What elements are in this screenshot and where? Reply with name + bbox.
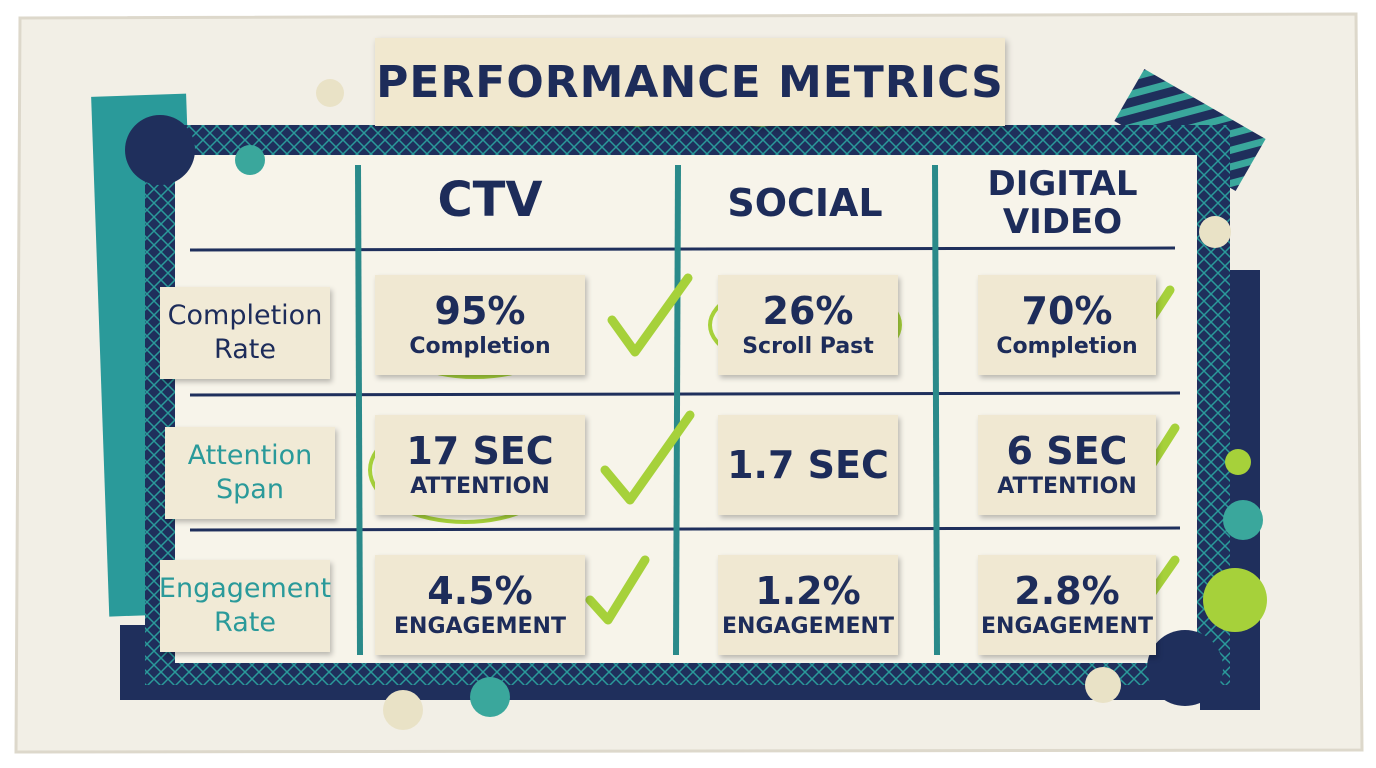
metric-note: ENGAGEMENT — [722, 614, 894, 639]
metric-value: 17 SEC — [406, 429, 554, 473]
row-label: Completion Rate — [160, 287, 330, 379]
metric-value: 6 SEC — [1006, 429, 1128, 473]
metric-note: ATTENTION — [997, 474, 1137, 499]
metric-value: 4.5% — [427, 569, 533, 613]
metric-value: 70% — [1021, 289, 1113, 333]
metric-cell: 4.5% ENGAGEMENT — [375, 555, 585, 655]
metric-note: Completion — [996, 334, 1138, 359]
metric-value: 95% — [434, 289, 526, 333]
metric-value: 1.7 SEC — [727, 443, 889, 487]
title: PERFORMANCE METRICS — [375, 38, 1005, 126]
metric-note: ATTENTION — [410, 474, 550, 499]
metric-value: 1.2% — [755, 569, 861, 613]
metric-note: ENGAGEMENT — [981, 614, 1153, 639]
metric-cell: 95% Completion — [375, 275, 585, 375]
metric-cell: 1.2% ENGAGEMENT — [718, 555, 898, 655]
metric-cell: 70% Completion — [978, 275, 1156, 375]
metric-cell: 1.7 SEC — [718, 415, 898, 515]
row-label: Engagement Rate — [159, 560, 331, 652]
row-label: Attention Span — [165, 427, 335, 519]
metric-note: Completion — [409, 334, 551, 359]
metric-cell: 17 SEC ATTENTION — [375, 415, 585, 515]
metric-cell: 6 SEC ATTENTION — [978, 415, 1156, 515]
metric-note: Scroll Past — [742, 334, 874, 359]
column-header: CTV — [437, 172, 543, 228]
metric-value: 2.8% — [1014, 569, 1120, 613]
metric-cell: 26% Scroll Past — [718, 275, 898, 375]
metric-value: 26% — [762, 289, 854, 333]
column-header: SOCIAL — [727, 181, 883, 225]
metric-note: ENGAGEMENT — [394, 614, 566, 639]
column-header: DIGITAL VIDEO — [987, 164, 1138, 242]
metric-cell: 2.8% ENGAGEMENT — [978, 555, 1156, 655]
